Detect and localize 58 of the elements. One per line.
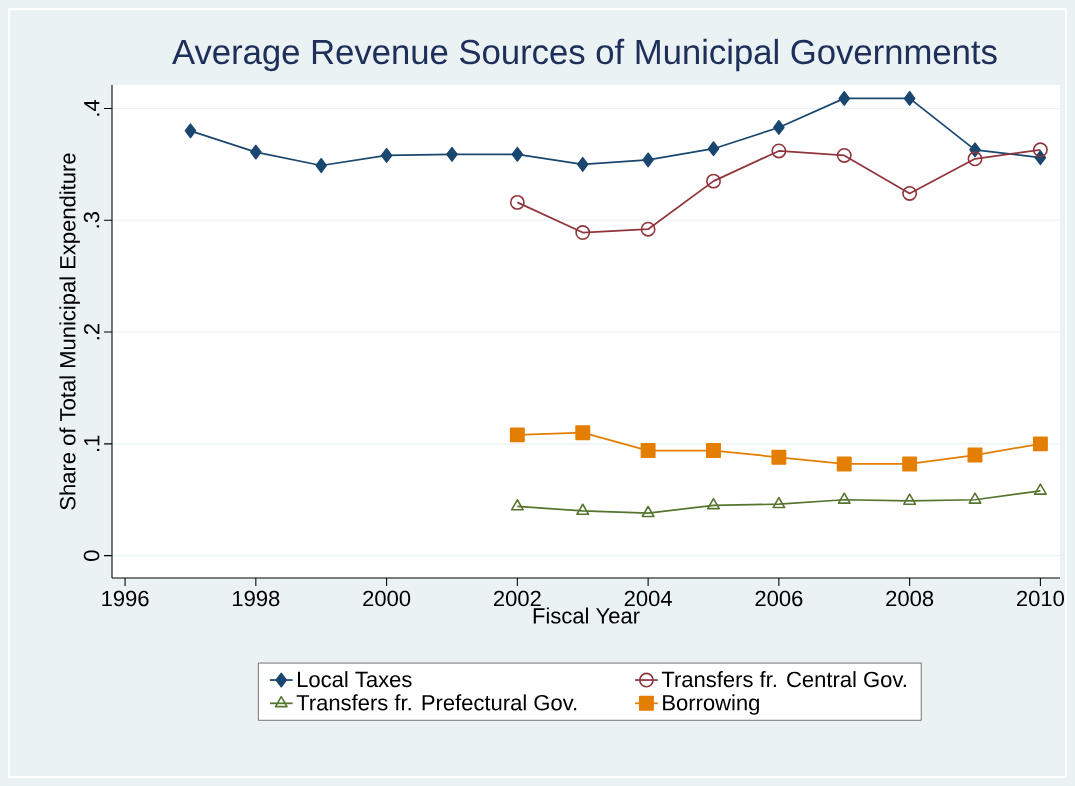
point [837, 492, 851, 504]
point [1032, 436, 1048, 452]
point [707, 141, 720, 157]
x-tick-label: 2008 [886, 590, 934, 607]
legend-label: Local Taxes [297, 671, 412, 688]
x-tick-label: 2010 [1017, 590, 1064, 607]
point [836, 456, 852, 472]
x-tick-label: 1998 [233, 590, 280, 607]
point [838, 90, 851, 106]
point [902, 456, 918, 472]
y-tick-label: .1 [84, 435, 100, 452]
point [902, 185, 918, 201]
y-tick-label: .3 [83, 212, 100, 228]
x-tick-label: 1996 [102, 590, 149, 607]
point [640, 221, 656, 237]
point [772, 496, 786, 509]
point [706, 443, 721, 459]
point [706, 497, 721, 510]
point [1033, 483, 1047, 495]
point [903, 493, 917, 505]
point [836, 147, 852, 163]
point [575, 425, 591, 441]
point [509, 194, 525, 210]
point [380, 147, 393, 163]
point [1032, 142, 1048, 158]
point [640, 443, 656, 459]
point [250, 144, 262, 160]
x-tick-label: 2000 [363, 590, 411, 607]
chart-title: Average Revenue Sources of Municipal Governments [172, 38, 997, 72]
x-tick-label: 2004 [624, 590, 672, 607]
legend-label: Transfers fr. Prefectural Gov. [296, 694, 577, 711]
point [446, 146, 458, 162]
point [511, 146, 524, 162]
point [903, 90, 916, 106]
point [575, 225, 591, 241]
point [509, 427, 525, 443]
point [706, 173, 721, 189]
x-axis-title: Fiscal Year [533, 607, 640, 624]
legend-label: Transfers fr. Central Gov. [661, 671, 906, 688]
y-axis-title: Share of Total Municipal Expenditure [59, 153, 80, 510]
point [576, 503, 590, 516]
point [968, 492, 982, 504]
legend-label: Borrowing [663, 694, 759, 715]
point [771, 449, 787, 465]
y-tick-label: .4 [84, 99, 100, 116]
point [967, 151, 983, 167]
point [641, 505, 655, 518]
point [642, 152, 654, 168]
x-tick-label: 2006 [755, 590, 803, 607]
point [771, 143, 787, 159]
y-tick-label: 0 [83, 550, 100, 561]
x-tick-label: 2002 [493, 590, 541, 607]
point [510, 498, 524, 511]
point [315, 158, 328, 173]
point [184, 123, 197, 139]
point [576, 156, 589, 172]
point [773, 120, 785, 135]
y-tick-label: .2 [83, 323, 100, 340]
